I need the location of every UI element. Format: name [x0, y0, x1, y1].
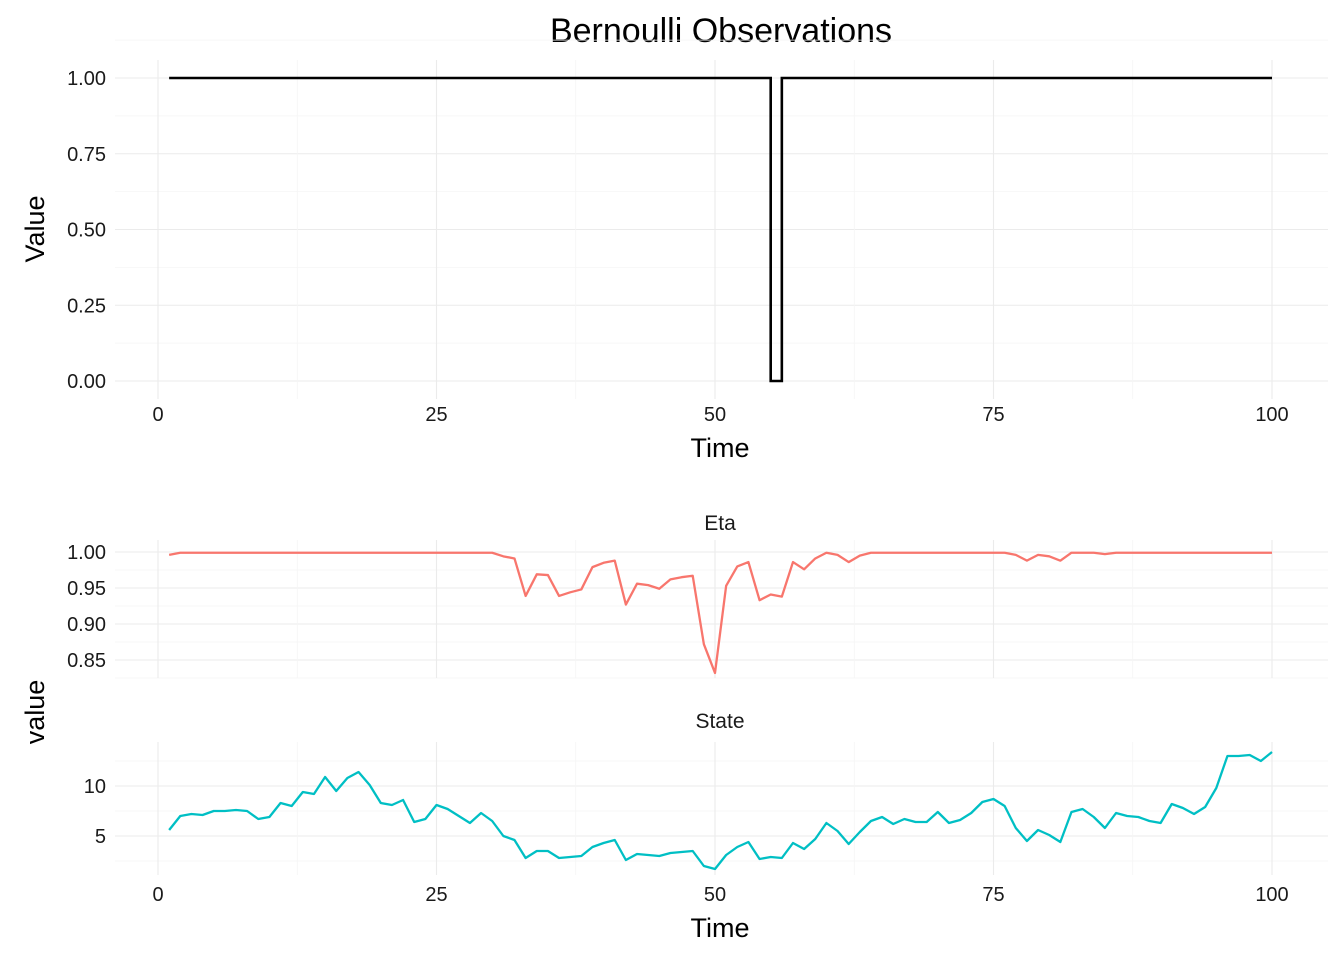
- state-y-tick-1: 10: [84, 776, 106, 798]
- top-x-tick-labels: 0 25 50 75 100: [152, 404, 1288, 426]
- eta-y-tick-1: 0.90: [67, 614, 106, 636]
- top-x-tick-1: 25: [425, 404, 447, 426]
- top-gridlines: [115, 39, 1328, 399]
- bottom-x-tick-4: 100: [1255, 884, 1288, 906]
- top-y-tick-3: 0.75: [67, 144, 106, 166]
- eta-y-tick-labels: 0.85 0.90 0.95 1.00: [67, 542, 106, 672]
- bottom-x-axis-title: Time: [691, 913, 750, 943]
- bottom-y-axis-title: value: [20, 680, 50, 745]
- bottom-x-tick-0: 0: [152, 884, 163, 906]
- top-y-tick-1: 0.25: [67, 295, 106, 317]
- bottom-x-tick-1: 25: [425, 884, 447, 906]
- faceted-chart: Eta 0.85 0.90 0.95 1.00 State 5 10 0 25 50 75 10…: [20, 512, 1328, 943]
- facet-label-eta: Eta: [704, 512, 736, 535]
- facet-eta: Eta 0.85 0.90 0.95 1.00: [67, 512, 1328, 679]
- eta-y-tick-0: 0.85: [67, 650, 106, 672]
- top-x-tick-3: 75: [982, 404, 1004, 426]
- top-y-tick-0: 0.00: [67, 371, 106, 393]
- top-y-tick-labels: 0.00 0.25 0.50 0.75 1.00: [67, 68, 106, 393]
- top-y-tick-4: 1.00: [67, 68, 106, 90]
- bernoulli-series-line: [169, 76, 1272, 383]
- top-x-tick-2: 50: [704, 404, 726, 426]
- bottom-x-tick-2: 50: [704, 884, 726, 906]
- bottom-x-tick-labels: 0 25 50 75 100: [152, 884, 1288, 906]
- eta-series-line: [168, 551, 1272, 675]
- state-y-tick-labels: 5 10: [84, 776, 106, 848]
- state-series-line: [168, 751, 1273, 871]
- bernoulli-chart: Bernoulli Observations 0.00 0.25 0.50 0.75 1…: [20, 12, 1328, 463]
- facet-label-state: State: [695, 710, 744, 733]
- eta-gridlines: [115, 540, 1328, 679]
- top-y-tick-2: 0.50: [67, 220, 106, 242]
- facet-state: State 5 10: [84, 710, 1328, 875]
- bottom-x-tick-3: 75: [982, 884, 1004, 906]
- state-y-tick-0: 5: [95, 826, 106, 848]
- state-gridlines: [115, 742, 1328, 875]
- top-x-tick-0: 0: [152, 404, 163, 426]
- top-x-tick-4: 100: [1255, 404, 1288, 426]
- eta-y-tick-3: 1.00: [67, 542, 106, 564]
- top-y-axis-title: Value: [20, 195, 50, 262]
- eta-y-tick-2: 0.95: [67, 578, 106, 600]
- top-x-axis-title: Time: [691, 433, 750, 463]
- chart-title: Bernoulli Observations: [550, 12, 892, 50]
